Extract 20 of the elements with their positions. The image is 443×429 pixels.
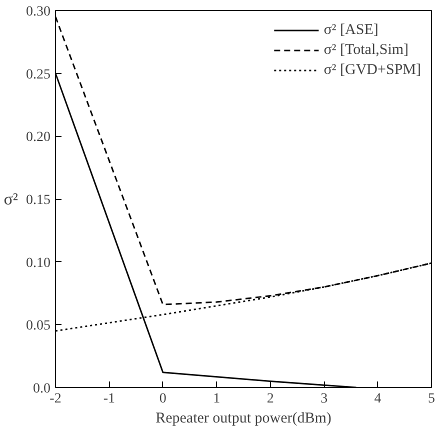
x-tick-label: 5	[428, 392, 435, 406]
x-tick-label: 3	[320, 392, 328, 406]
x-tick-label: -1	[103, 392, 116, 406]
x-tick-label: 4	[374, 392, 382, 406]
legend-label: σ² [Total,Sim]	[324, 42, 409, 58]
x-tick-label: 1	[213, 392, 220, 406]
x-axis-title: Repeater output power(dBm)	[156, 410, 332, 426]
y-tick-label: 0.05	[26, 318, 50, 334]
x-tick-label: -2	[50, 392, 62, 406]
y-tick-label: 0.20	[26, 130, 50, 146]
x-tick-label: 0	[159, 392, 166, 406]
y-axis-title: σ²	[4, 190, 18, 208]
y-tick-label: 0.0	[33, 382, 50, 396]
y-tick-label: 0.25	[26, 67, 50, 82]
y-tick-label: 0.10	[26, 256, 50, 271]
y-tick-label: 0.15	[26, 193, 50, 208]
legend-label: σ² [ASE]	[324, 22, 378, 38]
y-tick-label: 0.30	[26, 4, 50, 20]
x-tick-label: 2	[266, 392, 274, 406]
legend-label: σ² [GVD+SPM]	[324, 62, 421, 78]
